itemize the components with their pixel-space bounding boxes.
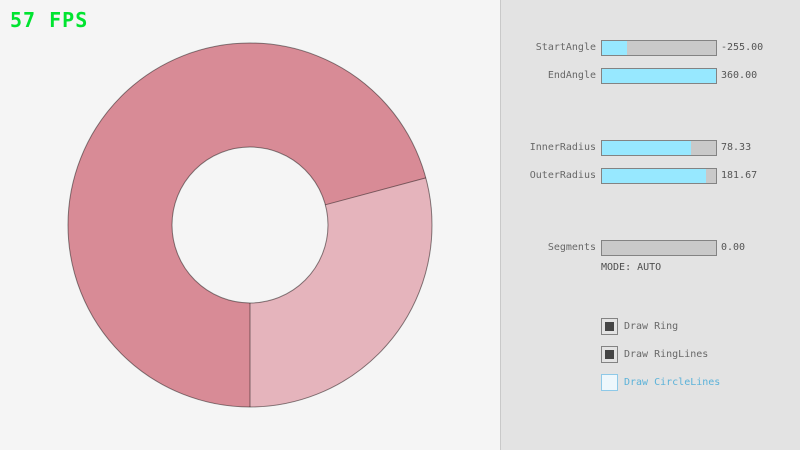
checkbox-draw-ringlines-label: Draw RingLines — [624, 349, 709, 360]
slider-value-segments: 0.00 — [721, 242, 746, 253]
slider-outerradius-fill — [602, 169, 706, 183]
slider-row-segments: Segments 0.00 — [501, 240, 800, 256]
slider-label-endangle: EndAngle — [547, 70, 596, 81]
ring-canvas — [67, 42, 433, 408]
slider-row-endangle: EndAngle 360.00 — [501, 68, 800, 84]
slider-segments[interactable] — [601, 240, 717, 256]
slider-innerradius[interactable] — [601, 140, 717, 156]
slider-startangle[interactable] — [601, 40, 717, 56]
fps-counter: 57 FPS — [10, 8, 89, 32]
checkbox-draw-ringlines-box[interactable] — [601, 346, 618, 363]
mode-label: MODE: AUTO — [601, 262, 662, 273]
ring-single-region — [250, 177, 433, 407]
slider-startangle-fill — [602, 41, 628, 55]
slider-row-outerradius: OuterRadius 181.67 — [501, 168, 800, 184]
control-panel: StartAngle -255.00 EndAngle 360.00 Inner… — [500, 0, 800, 450]
slider-endangle-fill — [602, 69, 716, 83]
slider-label-startangle: StartAngle — [535, 42, 596, 53]
slider-innerradius-fill — [602, 141, 691, 155]
ring-lines — [67, 42, 433, 408]
slider-label-segments: Segments — [547, 242, 596, 253]
slider-value-innerradius: 78.33 — [721, 142, 752, 153]
slider-value-outerradius: 181.67 — [721, 170, 758, 181]
slider-row-innerradius: InnerRadius 78.33 — [501, 140, 800, 156]
checkbox-draw-ring-label: Draw Ring — [624, 321, 679, 332]
slider-value-endangle: 360.00 — [721, 70, 758, 81]
checkbox-draw-circlelines-box[interactable] — [601, 374, 618, 391]
slider-value-startangle: -255.00 — [721, 42, 764, 53]
slider-outerradius[interactable] — [601, 168, 717, 184]
slider-row-startangle: StartAngle -255.00 — [501, 40, 800, 56]
checkbox-draw-ring-box[interactable] — [601, 318, 618, 335]
slider-label-innerradius: InnerRadius — [529, 142, 596, 153]
slider-label-outerradius: OuterRadius — [529, 170, 596, 181]
slider-endangle[interactable] — [601, 68, 717, 84]
checkbox-draw-circlelines-label: Draw CircleLines — [624, 377, 721, 388]
